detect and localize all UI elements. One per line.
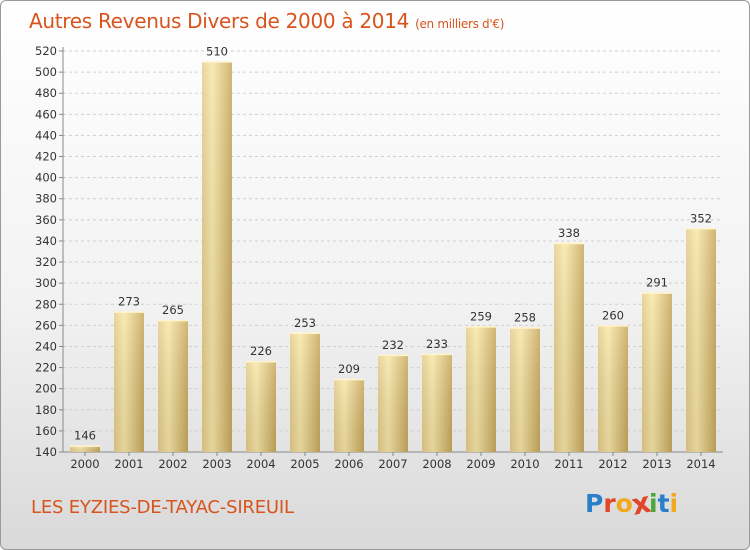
- bar-shade: [114, 311, 144, 452]
- x-tick-label: 2003: [202, 457, 231, 471]
- value-label: 265: [162, 303, 184, 317]
- y-tick-label: 340: [35, 234, 57, 248]
- x-tick-label: 2013: [642, 457, 671, 471]
- value-label: 146: [74, 429, 96, 443]
- x-tick-label: 2002: [158, 457, 187, 471]
- chart-subtitle: (en milliers d'€): [415, 17, 505, 31]
- bar-shade: [290, 332, 320, 452]
- label-layer: 146 2000 273 2001 265 2002 510 2003 226 2004 253 20…: [70, 45, 715, 471]
- bar-shade: [158, 320, 188, 452]
- logo-letter: i: [649, 489, 658, 518]
- bar-shade: [378, 354, 408, 452]
- logo-letter: i: [669, 489, 679, 518]
- y-tick-label: 360: [35, 213, 57, 227]
- bar-shade: [422, 353, 452, 452]
- bar-layer: [70, 61, 716, 452]
- y-tick-label: 520: [35, 44, 57, 58]
- value-label: 291: [646, 276, 668, 290]
- x-tick-label: 2000: [70, 457, 99, 471]
- y-tick-label: 480: [35, 86, 57, 100]
- y-tick-label: 400: [35, 171, 57, 185]
- y-tick-label: 220: [35, 361, 57, 375]
- y-tick-label: 380: [35, 192, 57, 206]
- bar-shade: [554, 243, 584, 452]
- value-label: 260: [602, 308, 624, 322]
- bar-shade: [598, 325, 628, 452]
- logo-letter: o: [615, 489, 633, 518]
- bar-shade: [686, 228, 716, 452]
- x-tick-label: 2011: [554, 457, 583, 471]
- logo-letter: t: [657, 489, 670, 518]
- x-tick-label: 2006: [334, 457, 363, 471]
- value-label: 258: [514, 310, 536, 324]
- bar-shade: [202, 61, 232, 452]
- x-tick-label: 2010: [510, 457, 539, 471]
- y-tick-label: 280: [35, 297, 57, 311]
- value-label: 209: [338, 362, 360, 376]
- x-tick-label: 2004: [246, 457, 275, 471]
- value-label: 233: [426, 337, 448, 351]
- value-label: 510: [206, 45, 228, 59]
- y-tick-label: 260: [35, 318, 57, 332]
- value-label: 273: [118, 295, 140, 309]
- y-tick-label: 500: [35, 65, 57, 79]
- bar-shade: [466, 326, 496, 452]
- logo-letter: P: [585, 489, 604, 518]
- x-tick-label: 2007: [378, 457, 407, 471]
- proxiti-logo[interactable]: Proxiti: [585, 485, 679, 521]
- y-tick-label: 320: [35, 255, 57, 269]
- y-tick-label: 420: [35, 150, 57, 164]
- y-tick-label: 300: [35, 276, 57, 290]
- title-text: Autres Revenus Divers de 2000 à 2014: [29, 9, 410, 33]
- x-tick-label: 2012: [598, 457, 627, 471]
- x-tick-label: 2005: [290, 457, 319, 471]
- y-tick-label: 160: [35, 424, 57, 438]
- y-tick-label: 200: [35, 382, 57, 396]
- y-tick-label: 440: [35, 128, 57, 142]
- bar-shade: [510, 327, 540, 452]
- y-tick-label: 460: [35, 107, 57, 121]
- chart-title: Autres Revenus Divers de 2000 à 2014 (en …: [29, 9, 504, 33]
- value-label: 352: [690, 211, 712, 225]
- value-label: 232: [382, 338, 404, 352]
- y-tick-label: 240: [35, 339, 57, 353]
- y-tick-label: 140: [35, 445, 57, 459]
- x-tick-label: 2014: [686, 457, 715, 471]
- bar-shade: [246, 361, 276, 452]
- y-tick-label: 180: [35, 403, 57, 417]
- bar-shade: [334, 379, 364, 452]
- value-label: 226: [250, 344, 272, 358]
- value-label: 259: [470, 309, 492, 323]
- x-tick-label: 2001: [114, 457, 143, 471]
- commune-name: LES EYZIES-DE-TAYAC-SIREUIL: [31, 497, 294, 518]
- bar-shade: [642, 292, 672, 452]
- bar-shade: [70, 445, 100, 452]
- x-tick-label: 2008: [422, 457, 451, 471]
- value-label: 253: [294, 316, 316, 330]
- value-label: 338: [558, 226, 580, 240]
- logo-letter: r: [603, 489, 616, 518]
- x-tick-label: 2009: [466, 457, 495, 471]
